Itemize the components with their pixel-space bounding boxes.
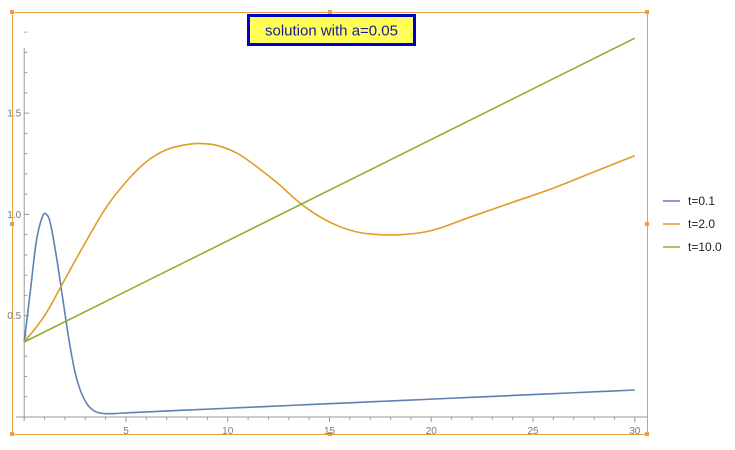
y-tick-label: 1.0 <box>7 210 21 221</box>
series <box>23 37 636 415</box>
frame-handle-2 <box>328 10 332 14</box>
legend-label-2: t=2.0 <box>688 217 715 231</box>
x-tick-label: 15 <box>324 426 336 437</box>
x-tick-label: 5 <box>123 426 129 437</box>
legend-item-3: t=10.0 <box>663 240 722 254</box>
axes <box>16 48 647 421</box>
frame-handle-5 <box>645 222 649 226</box>
frame-handle-3 <box>645 10 649 14</box>
y-tick-label: 0.5 <box>7 311 21 322</box>
legend-label-3: t=10.0 <box>688 240 722 254</box>
series-line-1 <box>23 212 635 415</box>
legend-item-2: t=2.0 <box>663 217 715 231</box>
legend-item-1: t=0.1 <box>663 194 715 208</box>
frame-handle-8 <box>645 432 649 436</box>
frame-handle-1 <box>10 10 14 14</box>
series-line-2 <box>23 142 636 343</box>
x-tick-label: 25 <box>527 426 539 437</box>
y-tick-label: 1.5 <box>7 109 21 120</box>
title-box: solution with a=0.05 <box>247 14 416 46</box>
series-line-3 <box>23 37 636 343</box>
title-background <box>247 14 416 46</box>
legend-label-1: t=0.1 <box>688 194 715 208</box>
x-tick-label: 10 <box>222 426 234 437</box>
frame-handles <box>10 10 649 436</box>
x-tick-label: 30 <box>629 426 641 437</box>
ticks: 5 10 15 20 25 30 0.5 1.0 1.5 <box>7 31 641 437</box>
chart-title: solution with a=0.05 <box>265 23 398 40</box>
selection-frame <box>12 12 648 435</box>
legend: t=0.1 t=2.0 t=10.0 <box>663 194 722 254</box>
frame-handle-7 <box>328 432 332 436</box>
x-tick-label: 20 <box>426 426 438 437</box>
frame-handle-6 <box>10 432 14 436</box>
frame-handle-4 <box>10 222 14 226</box>
